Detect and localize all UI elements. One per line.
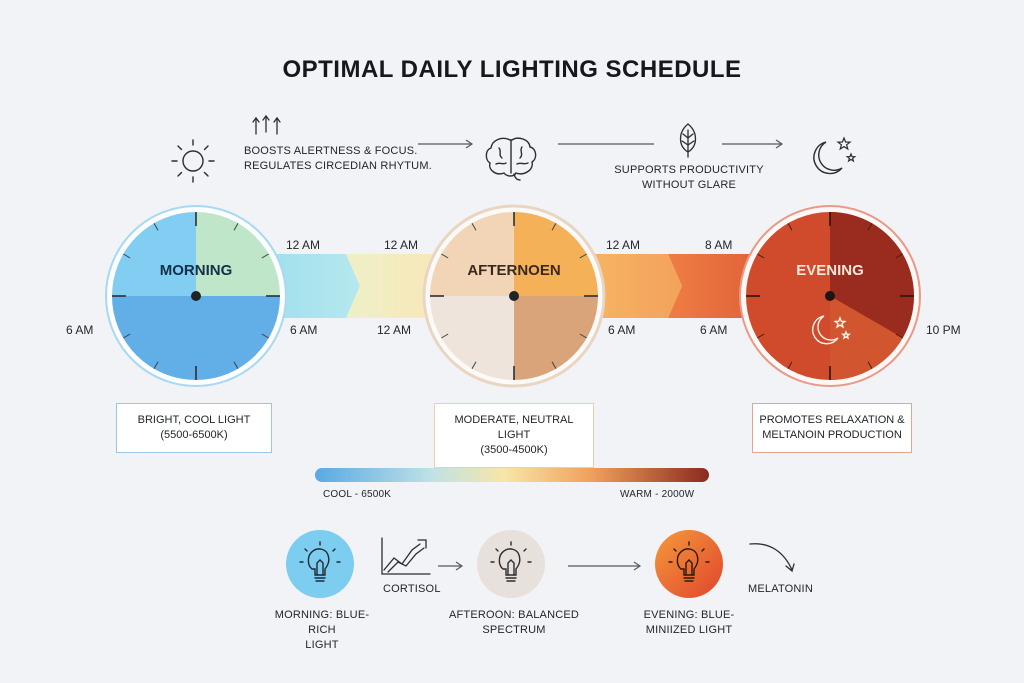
evening-clock: [739, 205, 921, 387]
melatonin-label: MELATONIN: [748, 583, 813, 595]
cortisol-label: CORTISOL: [383, 583, 441, 595]
time-label: 6 AM: [290, 323, 318, 337]
evening-label: EVENING: [796, 262, 864, 279]
afternoon-label: AFTERNOEN: [467, 262, 561, 279]
cool-label: COOL - 6500K: [323, 489, 392, 500]
afternoon-bulb-label: AFTEROON: BALANCED SPECTRUM: [448, 609, 580, 636]
afternoon-bulb-icon: [477, 530, 545, 598]
time-label: 12 AM: [606, 238, 641, 252]
arrow-right-icon: [722, 139, 784, 149]
arrow-right-icon: [568, 561, 642, 571]
evening-bulb-label: EVENING: BLUE- MINIIZED LIGHT: [643, 609, 735, 636]
time-morning-start: 6 AM: [66, 323, 94, 337]
afternoon-description: MODERATE, NEUTRAL LIGHT (3500-4500K): [434, 403, 594, 468]
color-temperature-bar: [315, 468, 709, 482]
time-label: 12 AM: [286, 238, 321, 252]
arrow-right-icon: [438, 561, 464, 571]
evening-bulb-icon: [655, 530, 723, 598]
rising-chart-icon: [381, 537, 431, 575]
time-label: 12 AM: [377, 323, 412, 337]
sun-icon: [171, 139, 215, 183]
leaf-icon: [679, 123, 697, 158]
evening-description: PROMOTES RELAXATION & MELTANOIN PRODUCTI…: [752, 403, 912, 453]
band-afternoon: [590, 254, 682, 318]
moon-stars-icon: [812, 315, 852, 345]
alertness-text: BOOSTS ALERTNESS & FOCUS. REGULATES CIRC…: [244, 145, 432, 172]
time-label: 8 AM: [705, 238, 733, 252]
time-evening-end: 10 PM: [926, 323, 961, 337]
morning-description: BRIGHT, COOL LIGHT (5500-6500K): [116, 403, 272, 453]
band-morning: [268, 254, 360, 318]
morning-bulb-label: MORNING: BLUE-RICH LIGHT: [274, 609, 370, 651]
time-label: 6 AM: [608, 323, 636, 337]
arrow-right-icon: [418, 139, 474, 149]
productivity-text: SUPPORTS PRODUCTIVITY WITHOUT GLARE: [614, 164, 764, 191]
moon-stars-icon: [813, 136, 857, 175]
curved-arrow-icon: [749, 543, 795, 573]
warm-label: WARM - 2000W: [620, 489, 695, 500]
time-label: 6 AM: [700, 323, 728, 337]
time-label: 12 AM: [384, 238, 419, 252]
up-arrows-icon: [252, 114, 281, 135]
brain-icon: [485, 137, 537, 181]
morning-bulb-icon: [286, 530, 354, 598]
band-evening: [668, 254, 762, 318]
divider-line: [558, 143, 654, 145]
page-title: OPTIMAL DAILY LIGHTING SCHEDULE: [282, 56, 742, 83]
morning-clock: [105, 205, 287, 387]
morning-label: MORNING: [159, 262, 233, 279]
afternoon-clock: [422, 204, 606, 388]
band-midday: [346, 254, 440, 318]
